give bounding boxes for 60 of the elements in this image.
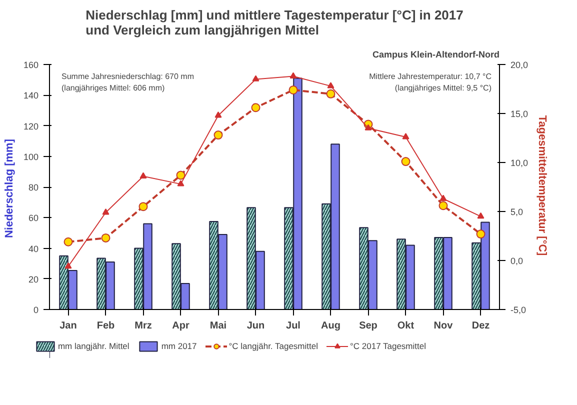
- y2-tick-label: 15,0: [510, 109, 528, 119]
- point: [138, 202, 148, 212]
- point: [326, 89, 336, 98]
- y2-tick-label: -5,0: [510, 305, 526, 315]
- x-tick-label: Jan: [60, 320, 77, 332]
- y-tick-label: 40: [28, 244, 39, 254]
- y-tick-label: 0: [33, 305, 39, 315]
- y-tick-label: 120: [23, 121, 39, 132]
- y-tick-label: 80: [28, 182, 39, 192]
- x-tick-label: Okt: [397, 320, 415, 332]
- point: [438, 201, 448, 210]
- y-tick-label: 160: [23, 60, 39, 70]
- x-tick-label: Sep: [359, 320, 378, 332]
- legend-label: °C langjähr. Tagesmittel: [228, 341, 318, 351]
- point: [64, 262, 72, 269]
- annotation: Mittlere Jahrestemperatur: 10,7 °C (langjähriges Mittel: 9,5 °C): [369, 72, 492, 92]
- legend-label: mm 2017: [161, 341, 197, 351]
- annotation: Summe Jahresniederschlag: 670 mm (langjähriges Mittel: 606 mm): [62, 72, 194, 92]
- y-tick-label: 60: [28, 213, 39, 224]
- point: [64, 237, 73, 246]
- point: [176, 170, 186, 180]
- chart-title: Niederschlag [mm] und mittlere Tagestemperatur [°C] in 2017 und Vergleich zum langjährigen Mittel: [86, 8, 464, 38]
- x-tick-label: Mrz: [134, 320, 152, 332]
- point: [477, 212, 484, 219]
- x-tick-label: Nov: [434, 320, 454, 332]
- point: [252, 75, 260, 82]
- chart-subtitle: Campus Klein-Altendorf-Nord: [372, 50, 500, 60]
- point: [440, 194, 447, 201]
- x-tick-label: Feb: [96, 320, 115, 332]
- point: [402, 133, 410, 140]
- y-tick-label: 140: [23, 90, 39, 101]
- x-tick-label: Apr: [172, 320, 190, 332]
- x-tick-label: Jul: [286, 320, 301, 332]
- point: [251, 103, 260, 112]
- x-tick-label: Mai: [210, 320, 227, 332]
- legend-label: mm langjähr. Mittel: [58, 341, 130, 351]
- y2-tick-label: 5,0: [510, 207, 524, 217]
- y2-tick-label: 10,0: [510, 158, 528, 168]
- y2-tick-label: 0,0: [510, 256, 524, 266]
- point: [288, 85, 298, 94]
- y2-tick-label: 20,0: [510, 60, 528, 70]
- legend-label: °C 2017 Tagesmittel: [350, 341, 426, 351]
- point: [327, 82, 334, 88]
- point: [102, 208, 110, 215]
- point: [476, 230, 486, 239]
- point: [401, 157, 410, 166]
- x-tick-label: Dez: [472, 320, 490, 332]
- point: [101, 233, 110, 242]
- point: [140, 172, 147, 178]
- x-tick-label: Aug: [321, 320, 340, 332]
- point: [214, 130, 223, 140]
- y-axis-title: Niederschlag [mm]: [3, 138, 16, 238]
- y-tick-label: 20: [28, 274, 39, 284]
- y2-axis-title: Tagesmitteltemperatur [°C]: [536, 115, 548, 256]
- point: [364, 124, 372, 130]
- point: [290, 72, 297, 78]
- y-tick-label: 100: [23, 152, 39, 162]
- x-tick-label: Jun: [246, 320, 265, 332]
- point: [177, 180, 184, 186]
- point: [214, 111, 222, 118]
